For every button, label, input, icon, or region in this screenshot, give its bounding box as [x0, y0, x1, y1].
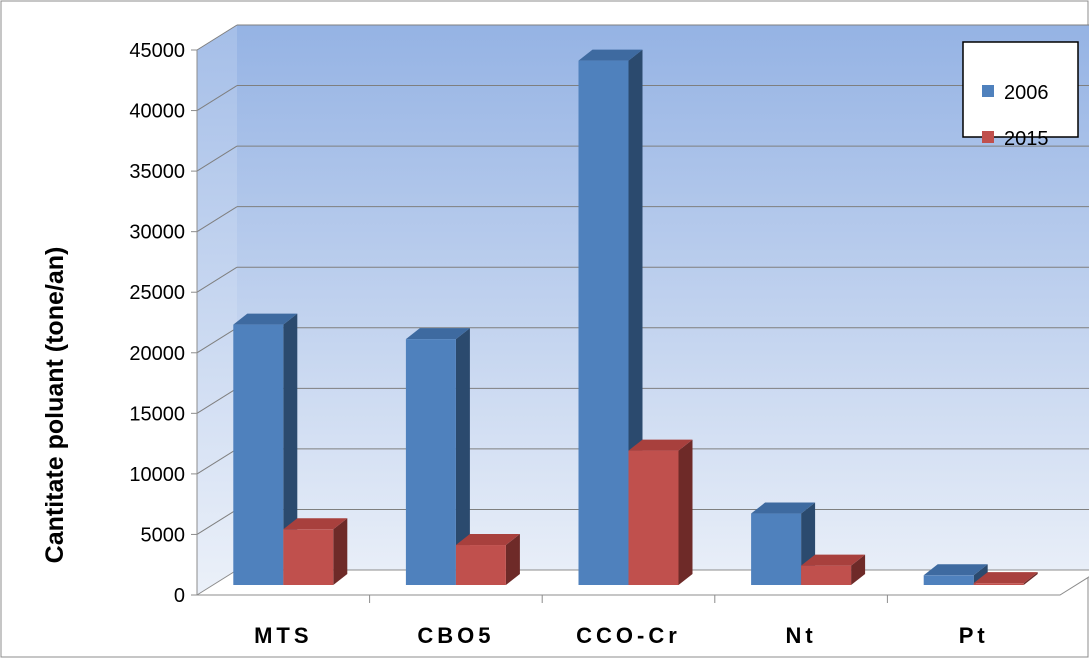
x-tick-labels: MTS CBO5 CCO-Cr Nt Pt [254, 623, 989, 648]
bar-front [628, 450, 679, 585]
bars [233, 49, 1038, 586]
bar-2006-MTS [233, 313, 298, 585]
y-tick-label: 5000 [141, 524, 186, 546]
bar-side [851, 554, 866, 585]
axes [191, 49, 888, 603]
bar-2015-MTS [283, 518, 348, 585]
gridline-side [196, 206, 238, 233]
bar-front [923, 575, 974, 585]
y-tick-label: 35000 [129, 161, 185, 183]
bar-top [405, 328, 470, 340]
y-tick-labels: 0 5000 10000 15000 20000 25000 30000 35000 40000… [129, 40, 185, 607]
bar-side [973, 564, 988, 585]
bar-2015-Nt [801, 554, 866, 585]
bar-front [233, 324, 284, 585]
bar-front [455, 545, 506, 585]
gridline-side [196, 24, 238, 51]
bar-2006-Nt [751, 502, 816, 585]
gridline-side [196, 145, 238, 172]
legend-swatch-2006 [982, 85, 994, 97]
bar-2015-CCO-Cr [628, 439, 693, 585]
x-tick-label: MTS [254, 623, 312, 648]
bar-2006-Pt [923, 564, 988, 585]
y-tick-label: 45000 [129, 40, 185, 62]
bar-front [801, 565, 852, 585]
bar-2006-CBO5 [405, 328, 470, 585]
bar-top [628, 439, 693, 451]
legend: 2006 2015 [962, 41, 1079, 150]
bar-side [455, 328, 470, 585]
gridline-side [196, 387, 238, 414]
bar-side [678, 439, 693, 585]
y-tick-label: 10000 [129, 464, 185, 486]
y-axis-label: Cantitate poluant (tone/an) [41, 247, 69, 564]
x-tick-label: Pt [959, 623, 989, 648]
gridline-side [196, 509, 238, 535]
y-tick-label: 15000 [129, 403, 185, 425]
bar-front [973, 583, 1024, 585]
bar-side [505, 534, 520, 585]
bar-side [333, 518, 348, 585]
legend-swatch-2015 [982, 131, 994, 143]
bar-2015-CBO5 [455, 534, 520, 585]
bar-top [233, 313, 298, 325]
legend-label-2006: 2006 [1004, 82, 1049, 104]
x-tick-label: Nt [785, 623, 816, 648]
bar-front [751, 513, 802, 585]
bar-top [801, 554, 866, 566]
bar-top [973, 572, 1038, 584]
bar-side [283, 313, 298, 585]
gridline-side [196, 448, 238, 475]
gridline-side [196, 266, 238, 293]
bar-top [751, 502, 816, 514]
bar-side [1023, 572, 1038, 585]
x-tick-label: CBO5 [417, 623, 494, 648]
bar-front [283, 529, 334, 585]
bar-top [923, 564, 988, 576]
bar-2006-CCO-Cr [578, 49, 643, 586]
side-wall [197, 25, 237, 595]
y-tick-label: 20000 [129, 343, 185, 365]
bar-front [578, 60, 629, 586]
x-tick-label: CCO-Cr [576, 623, 681, 648]
bar-top [578, 49, 643, 61]
y-tick-label: 40000 [129, 101, 185, 123]
bar-top [283, 518, 348, 530]
bar-2015-Pt [973, 572, 1038, 585]
legend-label-2015: 2015 [1004, 128, 1049, 150]
gridline-side [196, 327, 238, 354]
y-tick-label: 25000 [129, 282, 185, 304]
bar-front [405, 339, 456, 585]
y-tick-label: 30000 [129, 222, 185, 244]
gridline-side [196, 85, 238, 111]
y-tick-label: 0 [174, 585, 185, 607]
bar-top [455, 534, 520, 546]
